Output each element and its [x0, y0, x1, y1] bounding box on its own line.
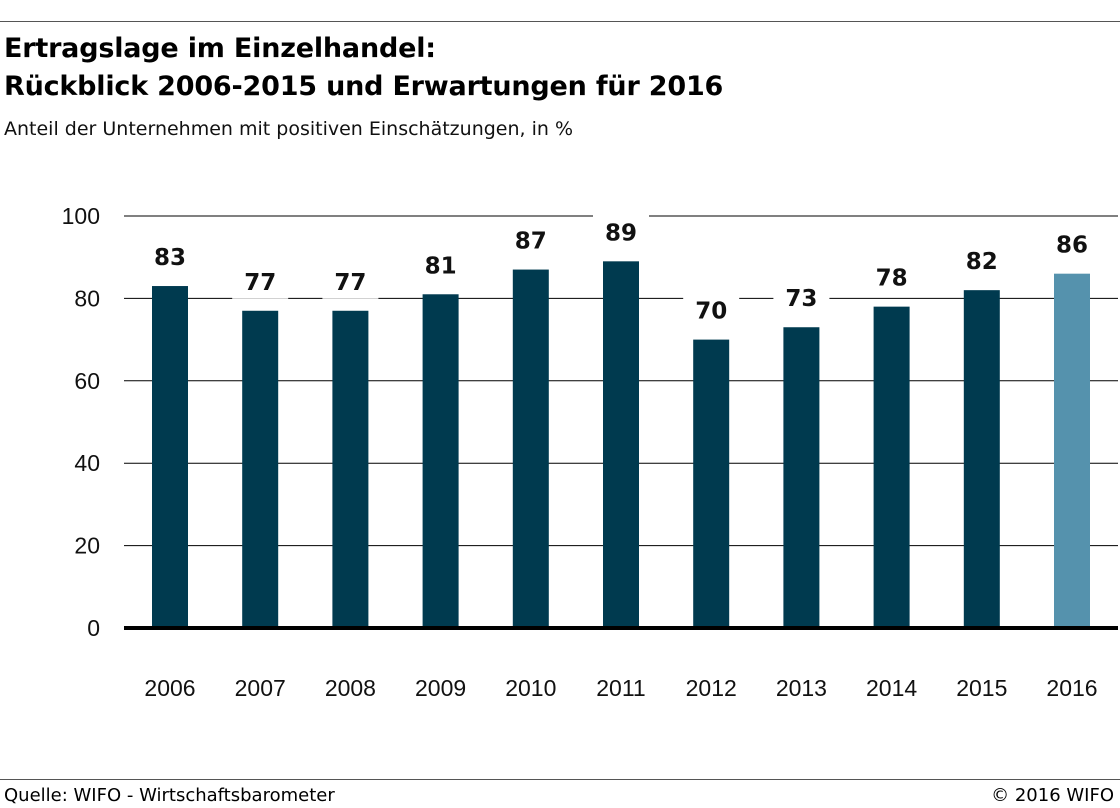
data-label-2012: 70	[695, 299, 727, 325]
y-tick-label: 100	[62, 203, 100, 229]
data-label-2016: 86	[1056, 233, 1088, 259]
labels: 0 20 40 60 80 100 83 2006 77 2007 77 2008 81 2009 87 20…	[62, 203, 1100, 701]
bar-2008	[332, 310, 369, 628]
bottom-rule	[0, 779, 1120, 780]
x-tick-label-2007: 2007	[235, 675, 286, 701]
bar-2012	[693, 339, 730, 628]
data-label-bg	[232, 262, 289, 299]
data-label-bg	[1044, 225, 1100, 262]
x-tick-label-2012: 2012	[686, 675, 737, 701]
x-tick-label-2010: 2010	[505, 675, 556, 701]
data-label-bg	[322, 262, 379, 299]
top-rule	[0, 21, 1120, 22]
y-tick-label: 20	[74, 533, 100, 559]
data-label-2011: 89	[605, 220, 637, 246]
data-label-2014: 78	[876, 266, 908, 292]
data-label-2015: 82	[966, 249, 998, 275]
x-tick-label-2009: 2009	[415, 675, 466, 701]
bar-2014	[873, 306, 910, 628]
bar-2007	[242, 310, 279, 628]
bar-2010	[512, 269, 549, 628]
data-label-2008: 77	[334, 270, 366, 296]
data-label-bg	[683, 291, 740, 328]
data-label-bg	[953, 242, 1010, 279]
x-tick-label-2008: 2008	[325, 675, 376, 701]
bar-2013	[783, 327, 820, 628]
bar-2009	[422, 294, 459, 628]
data-label-bg	[502, 221, 559, 258]
x-tick-label-2013: 2013	[776, 675, 827, 701]
source-note: Quelle: WIFO - Wirtschaftsbarometer	[4, 785, 335, 806]
data-label-bg	[773, 279, 830, 316]
x-tick-label-2006: 2006	[144, 675, 195, 701]
x-tick-label-2015: 2015	[956, 675, 1007, 701]
bar-chart: 0 20 40 60 80 100 83 2006 77 2007 77 2008 81 2009 87 20…	[62, 203, 1118, 701]
x-tick-label-2016: 2016	[1046, 675, 1097, 701]
y-tick-label: 40	[74, 450, 100, 476]
bar-2011	[603, 261, 639, 628]
chart-subtitle: Anteil der Unternehmen mit positiven Ein…	[4, 118, 574, 140]
data-label-bg	[412, 246, 469, 283]
chart-title: Ertragslage im Einzelhandel: Rückblick 2…	[4, 30, 723, 106]
data-label-2006: 83	[154, 245, 186, 271]
bar-2016	[1054, 273, 1090, 628]
bar-2006	[152, 286, 188, 628]
chart-title-line-1: Ertragslage im Einzelhandel:	[4, 33, 436, 64]
data-label-2009: 81	[425, 253, 457, 279]
data-label-2010: 87	[515, 229, 547, 255]
copyright-note: © 2016 WIFO	[991, 785, 1114, 806]
y-tick-label: 80	[74, 285, 100, 311]
y-tick-label: 0	[87, 615, 100, 641]
data-label-bg	[863, 258, 920, 295]
y-tick-label: 60	[74, 368, 100, 394]
x-tick-label-2011: 2011	[596, 675, 645, 701]
data-label-2013: 73	[785, 286, 817, 312]
data-label-bg	[593, 213, 649, 250]
data-label-bg	[142, 238, 198, 275]
bars	[152, 261, 1090, 628]
bar-2015	[963, 290, 1000, 628]
chart-title-line-2: Rückblick 2006-2015 und Erwartungen für …	[4, 71, 724, 102]
x-tick-label-2014: 2014	[866, 675, 917, 701]
data-label-2007: 77	[244, 270, 276, 296]
